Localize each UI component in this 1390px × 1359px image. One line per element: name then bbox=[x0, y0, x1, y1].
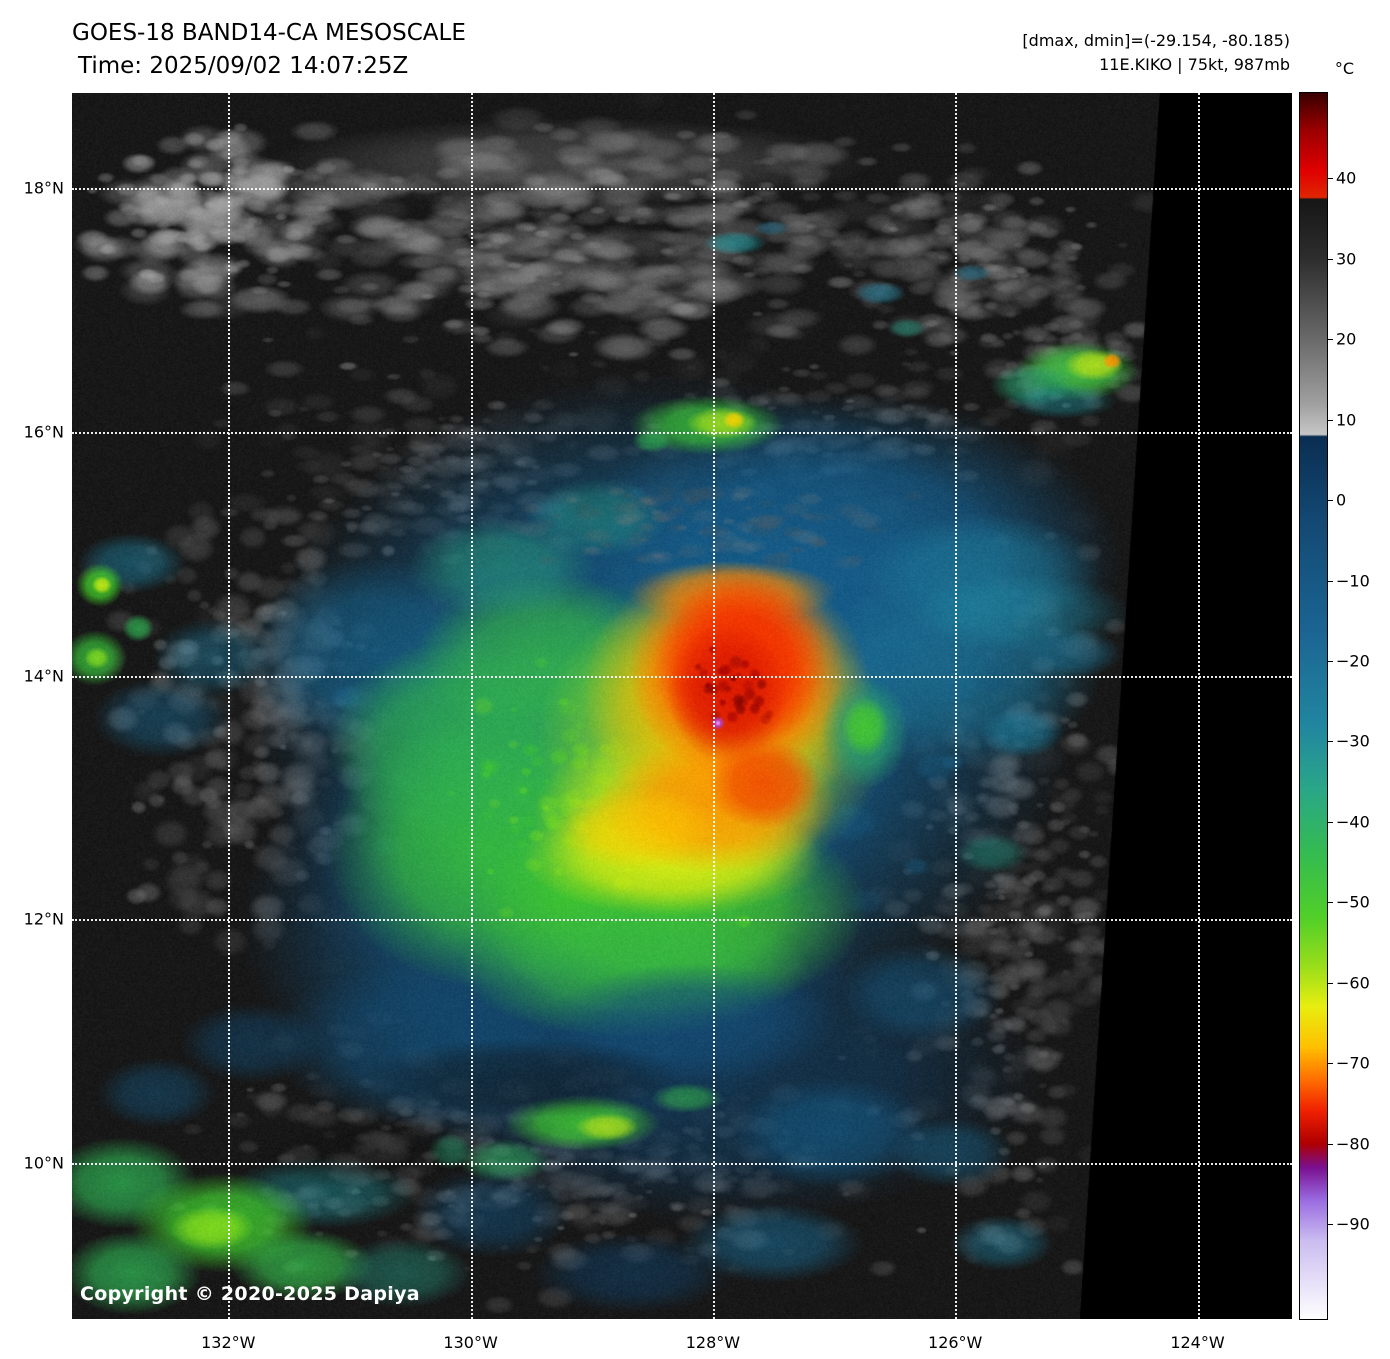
longitude-label: 128°W bbox=[685, 1333, 741, 1352]
colorbar-canvas bbox=[1300, 93, 1327, 1319]
satellite-canvas bbox=[72, 93, 1292, 1319]
colorbar-tick-label: 40 bbox=[1336, 168, 1357, 188]
latitude-label: 12°N bbox=[23, 909, 64, 929]
colorbar-tickmark bbox=[1328, 982, 1333, 984]
latitude-label: 18°N bbox=[23, 178, 64, 198]
colorbar-tick-label: −20 bbox=[1336, 651, 1370, 671]
colorbar-tickmark bbox=[1328, 419, 1333, 421]
colorbar-tickmark bbox=[1328, 1063, 1333, 1065]
latitude-label: 10°N bbox=[23, 1153, 64, 1173]
colorbar-unit-label: °C bbox=[1334, 59, 1354, 78]
colorbar-tick-label: −90 bbox=[1336, 1214, 1370, 1234]
colorbar-tickmark bbox=[1328, 660, 1333, 662]
colorbar-tick-label: −60 bbox=[1336, 973, 1370, 993]
satellite-map: Copyright © 2020-2025 Dapiya bbox=[72, 93, 1292, 1319]
longitude-label: 132°W bbox=[201, 1333, 256, 1352]
colorbar-tickmark bbox=[1328, 500, 1333, 502]
colorbar bbox=[1299, 92, 1328, 1320]
colorbar-tickmark bbox=[1328, 580, 1333, 582]
latitude-label: 14°N bbox=[23, 666, 64, 686]
colorbar-tick-label: −10 bbox=[1336, 571, 1370, 590]
colorbar-tickmark bbox=[1328, 902, 1333, 904]
main-title: GOES-18 BAND14-CA MESOSCALE bbox=[72, 20, 466, 46]
longitude-label: 130°W bbox=[443, 1333, 498, 1352]
colorbar-tickmark bbox=[1328, 1224, 1333, 1226]
colorbar-tickmark bbox=[1328, 258, 1333, 260]
colorbar-tick-label: −70 bbox=[1336, 1053, 1370, 1073]
colorbar-tickmark bbox=[1328, 741, 1333, 743]
colorbar-tick-label: −80 bbox=[1336, 1134, 1370, 1154]
colorbar-tick-label: 20 bbox=[1336, 329, 1357, 349]
time-subtitle: Time: 2025/09/02 14:07:25Z bbox=[78, 53, 409, 79]
latitude-label: 16°N bbox=[23, 422, 64, 442]
colorbar-tickmark bbox=[1328, 339, 1333, 341]
dmax-dmin-readout: [dmax, dmin]=(-29.154, -80.185) bbox=[1022, 31, 1290, 50]
colorbar-tickmark bbox=[1328, 821, 1333, 823]
colorbar-tick-label: 30 bbox=[1336, 249, 1357, 269]
longitude-label: 126°W bbox=[928, 1333, 983, 1352]
colorbar-tick-label: 10 bbox=[1336, 410, 1357, 430]
colorbar-tick-label: −50 bbox=[1336, 892, 1370, 912]
storm-info: 11E.KIKO | 75kt, 987mb bbox=[1099, 55, 1290, 74]
colorbar-tick-label: −40 bbox=[1336, 812, 1370, 832]
copyright-text: Copyright © 2020-2025 Dapiya bbox=[80, 1283, 420, 1305]
colorbar-tick-label: −30 bbox=[1336, 731, 1370, 751]
longitude-label: 124°W bbox=[1170, 1333, 1225, 1352]
colorbar-tickmark bbox=[1328, 178, 1333, 180]
colorbar-tickmark bbox=[1328, 1143, 1333, 1145]
colorbar-tick-label: 0 bbox=[1336, 490, 1347, 510]
